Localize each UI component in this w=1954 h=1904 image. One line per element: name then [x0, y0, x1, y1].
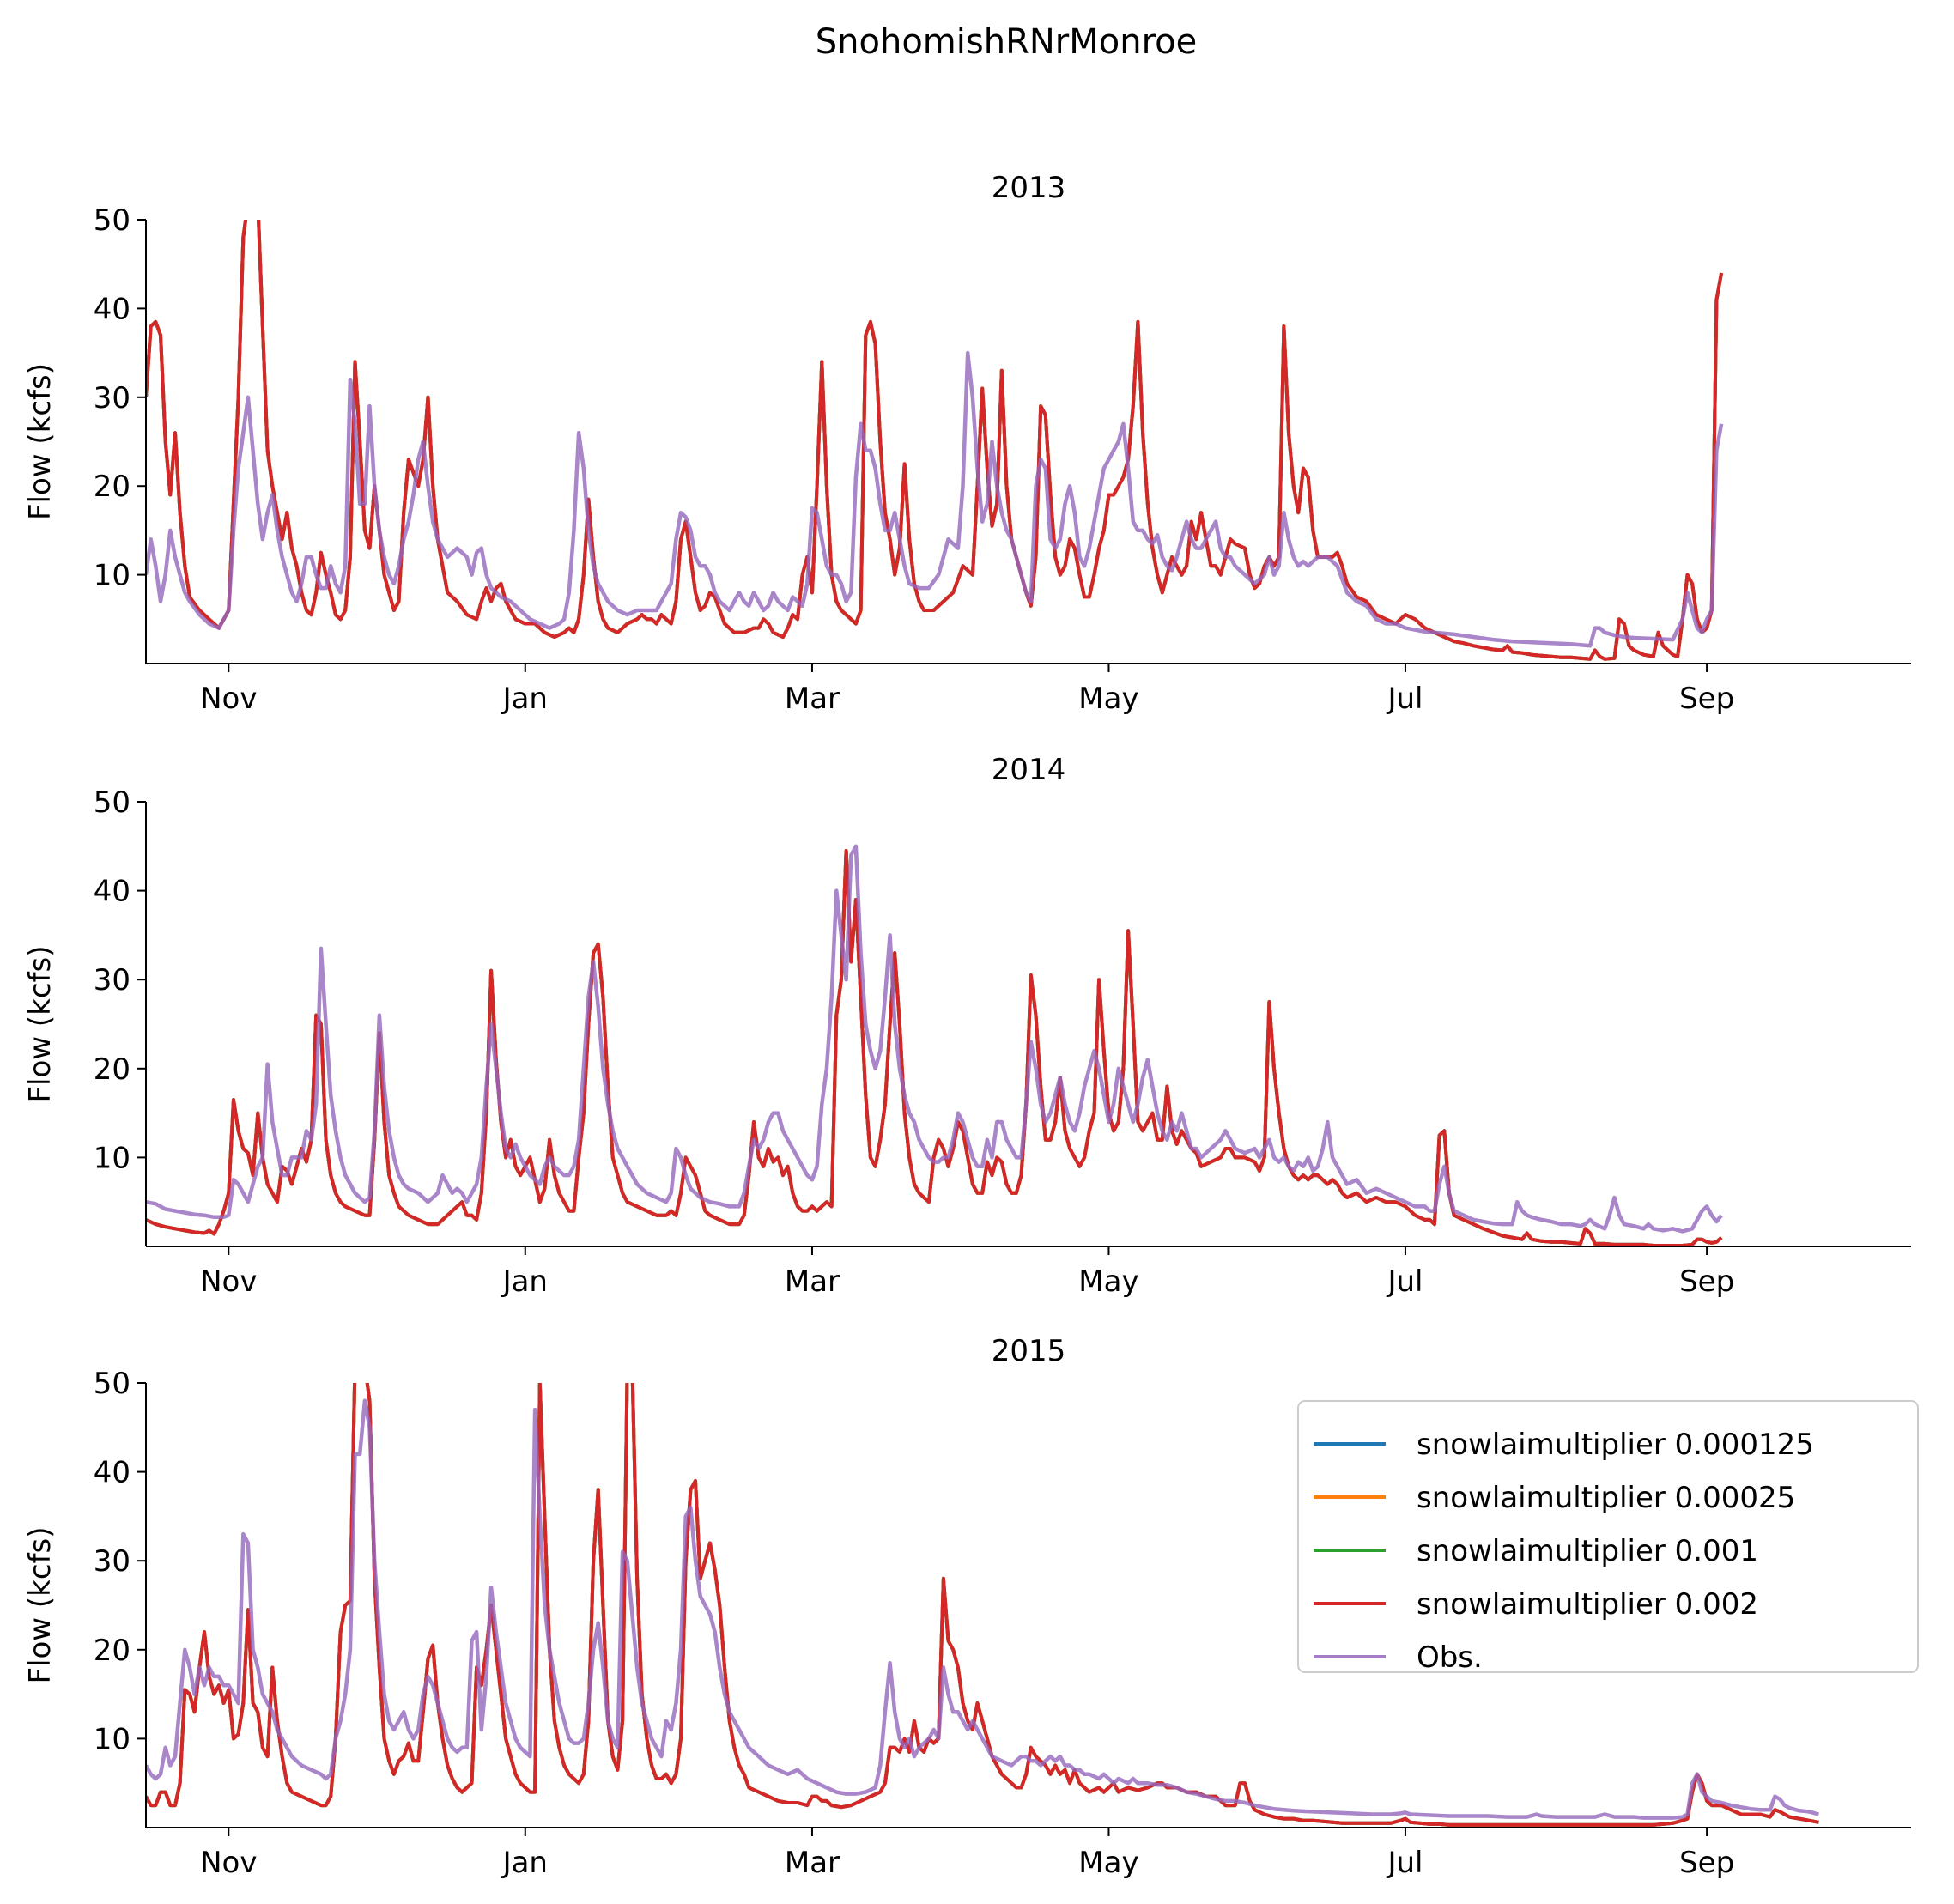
x-tick-label: Sep: [1679, 1264, 1734, 1299]
y-tick-label: 50: [94, 203, 130, 238]
y-tick-label: 10: [94, 1722, 130, 1756]
y-tick-label: 30: [94, 963, 130, 997]
x-tick-label: Jul: [1386, 1264, 1423, 1299]
y-tick-label: 20: [94, 1052, 130, 1087]
y-tick-label: 50: [94, 1367, 130, 1401]
y-tick-label: 10: [94, 1141, 130, 1175]
subplot-2015: 2015 Flow (kcfs) 10 20 30 40 50 Nov Jan Mar May Jul…: [23, 1334, 1919, 1880]
subplot-2014: 2014 Flow (kcfs) 10 20 30 40 50 Nov Jan Mar May Jul…: [23, 753, 1911, 1299]
x-tick-label: May: [1078, 682, 1138, 716]
y-axis-label: Flow (kcfs): [23, 1526, 58, 1683]
legend: snowlaimultiplier 0.000125 snowlaimultipl…: [1297, 1400, 1919, 1675]
y-axis-label: Flow (kcfs): [23, 945, 58, 1102]
legend-entry-label: snowlaimultiplier 0.002: [1417, 1587, 1758, 1622]
x-tick-label: Jan: [501, 682, 548, 716]
x-tick-label: Sep: [1679, 682, 1734, 716]
legend-frame: [1297, 1400, 1919, 1673]
series-line-snowlaimultiplier-0-002: [146, 849, 1723, 1246]
figure-title: SnohomishRNrMonroe: [816, 22, 1197, 62]
y-tick-label: 40: [94, 1456, 130, 1490]
x-tick-label: Jan: [501, 1846, 548, 1880]
legend-entry-label: snowlaimultiplier 0.000125: [1417, 1428, 1814, 1462]
y-tick-label: 40: [94, 875, 130, 909]
series-lines: [146, 220, 1724, 661]
x-tick-label: Sep: [1679, 1846, 1734, 1880]
subplot-title: 2013: [992, 171, 1066, 205]
y-tick-label: 50: [94, 785, 130, 820]
y-tick-label: 40: [94, 292, 130, 326]
series-line-obs-: [146, 844, 1723, 1234]
y-tick-label: 10: [94, 559, 130, 593]
x-tick-label: Nov: [200, 1846, 257, 1880]
x-tick-label: Nov: [200, 1264, 257, 1299]
series-line-obs-: [146, 1398, 1819, 1820]
y-tick-label: 30: [94, 381, 130, 415]
y-tick-label: 20: [94, 470, 130, 504]
legend-entry-label: Obs.: [1417, 1640, 1483, 1675]
series-line-obs-: [146, 350, 1724, 648]
subplot-2013: 2013 Flow (kcfs) 10 20 30 40 50 Nov Jan Mar May Jul…: [23, 171, 1911, 716]
series-lines: [146, 844, 1723, 1246]
legend-entry-label: snowlaimultiplier 0.00025: [1417, 1481, 1795, 1515]
subplot-title: 2014: [992, 753, 1066, 787]
subplot-title: 2015: [992, 1334, 1066, 1368]
x-tick-label: Nov: [200, 682, 257, 716]
y-axis-label: Flow (kcfs): [23, 363, 58, 520]
x-tick-label: Jan: [501, 1264, 548, 1299]
x-tick-label: Mar: [785, 1846, 840, 1880]
series-lines: [146, 1383, 1819, 1827]
x-tick-label: Mar: [785, 1264, 840, 1299]
legend-entry-label: snowlaimultiplier 0.001: [1417, 1534, 1758, 1568]
x-tick-label: Jul: [1386, 1846, 1423, 1880]
y-tick-label: 20: [94, 1634, 130, 1668]
x-tick-label: Mar: [785, 682, 840, 716]
x-tick-label: May: [1078, 1264, 1138, 1299]
subplots: 2013 Flow (kcfs) 10 20 30 40 50 Nov Jan Mar May Jul…: [23, 171, 1919, 1880]
x-tick-label: May: [1078, 1846, 1138, 1880]
x-tick-label: Jul: [1386, 682, 1423, 716]
y-tick-label: 30: [94, 1544, 130, 1579]
